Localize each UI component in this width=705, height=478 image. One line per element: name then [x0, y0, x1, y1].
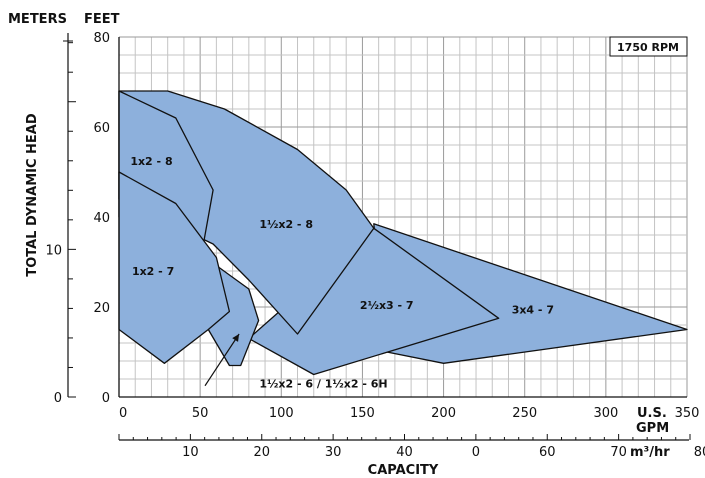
region-label: 1x2 - 8 [130, 155, 172, 168]
pointer-arrowhead [232, 334, 240, 342]
x-tick-m3hr: 60 [539, 445, 556, 460]
x-tick-m3hr: 0 [472, 445, 480, 460]
x-tick-m3hr: 70 [610, 445, 627, 460]
pump-regions [118, 90, 688, 376]
y-tick-feet: 40 [93, 211, 110, 226]
x-tick-gpm: 100 [269, 406, 294, 421]
region-labels: 3x4 - 7 2½x3 - 7 1½x2 - 8 1x2 - 8 1x2 - 7 1½x… [130, 155, 554, 391]
y-tick-feet: 80 [93, 31, 110, 46]
rpm-badge-box [609, 36, 688, 57]
x-axis-title: CAPACITY [368, 463, 439, 478]
x-tick-gpm: 350 [675, 406, 700, 421]
x-tick-gpm: 150 [350, 406, 375, 421]
region-1x2-7 [118, 171, 231, 364]
region-label: 1½x2 - 6 / 1½x2 - 6H [259, 378, 387, 391]
y-tick-feet: 0 [102, 391, 110, 406]
x-tick-gpm: 300 [593, 406, 618, 421]
rpm-badge: 1750 RPM [617, 41, 679, 54]
x-tick-gpm: 0 [119, 406, 127, 421]
y-tick-feet: 60 [93, 121, 110, 136]
x-tick-m3hr: 20 [253, 445, 270, 460]
x-tick-gpm: 250 [512, 406, 537, 421]
x-tick-gpm: 200 [431, 406, 456, 421]
x-tick-m3hr: 80 [694, 445, 705, 460]
y-tick-meters: 10 [45, 243, 62, 258]
x-tick-m3hr: 30 [325, 445, 342, 460]
y-unit-feet: FEET [84, 12, 120, 27]
x-tick-m3hr: 10 [182, 445, 199, 460]
x-unit-gpm-line1: U.S. [637, 406, 667, 421]
region-label: 2½x3 - 7 [360, 299, 414, 312]
x-unit-gpm-line2: GPM [636, 421, 669, 436]
y-tick-meters: 0 [54, 391, 62, 406]
region-label: 1x2 - 7 [132, 265, 174, 278]
x-unit-m3hr: m³/hr [630, 445, 670, 460]
y-axis-title: TOTAL DYNAMIC HEAD [25, 113, 40, 277]
x-tick-gpm: 50 [192, 406, 209, 421]
region-label: 1½x2 - 8 [259, 218, 313, 231]
region-label: 3x4 - 7 [512, 303, 554, 316]
pointer-line [204, 333, 240, 387]
x-tick-m3hr: 40 [396, 445, 413, 460]
y-unit-meters: METERS [8, 12, 67, 27]
y-tick-feet: 20 [93, 301, 110, 316]
